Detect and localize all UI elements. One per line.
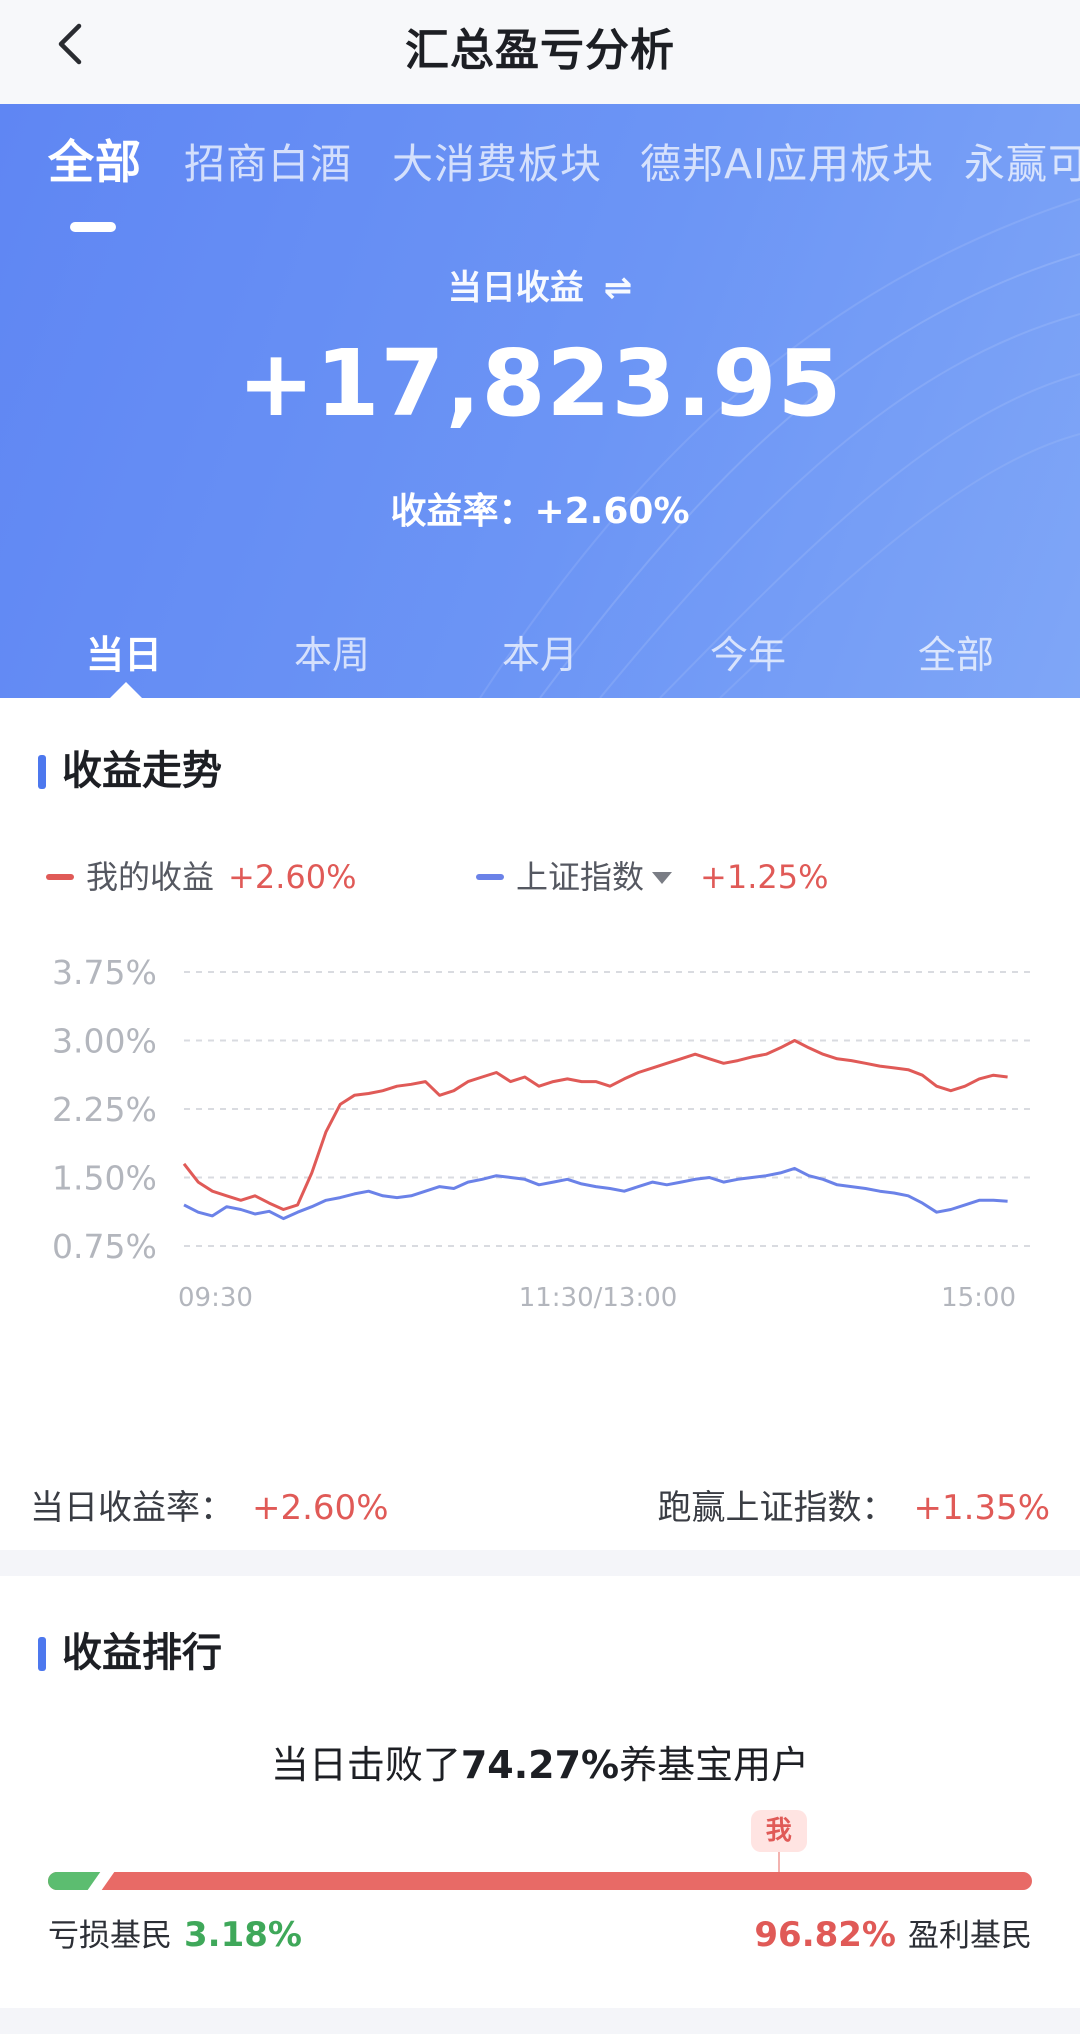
period-tab-year[interactable]: 今年: [709, 633, 786, 677]
wave-decoration: [479, 198, 1080, 698]
y-tick-label: 3.75%: [52, 953, 157, 992]
trend-title-text: 收益走势: [62, 748, 222, 794]
legend-my-income-value: +2.60%: [228, 858, 357, 896]
page-title: 汇总盈亏分析: [405, 25, 675, 76]
ranking-card: 收益排行 当日击败了74.27%养基宝用户 我 亏损基民 3.18% 96.82%…: [0, 1576, 1080, 2008]
daily-income-label: 当日收益: [447, 268, 584, 308]
title-bar: 汇总盈亏分析: [0, 0, 1080, 104]
beat-percent: 74.27%: [460, 1743, 620, 1787]
loss-segment: [48, 1872, 100, 1890]
chevron-left-icon: [58, 23, 82, 65]
trend-card: 收益走势 我的收益 +2.60% 上证指数 +1.25% 3.75% 3.00% 2.2…: [0, 698, 1080, 1550]
loss-legend: 亏损基民 3.18%: [48, 1910, 302, 1955]
period-tab-caret: [110, 682, 142, 698]
ranking-section-title: 收益排行: [38, 1620, 222, 1678]
rank-distribution-bar: [48, 1872, 1032, 1890]
fund-tab-consumer[interactable]: 大消费板块: [392, 140, 602, 188]
period-tab-day[interactable]: 当日: [85, 633, 162, 677]
beat-index-label: 跑赢上证指数：: [657, 1488, 896, 1528]
summary-hero: 全部 招商白酒 大消费板块 德邦AI应用板块 永赢可 当日收益 ⇌ +17,823…: [0, 104, 1080, 698]
legend-index[interactable]: 上证指数 +1.25%: [476, 852, 828, 898]
profit-label: 盈利基民: [908, 1918, 1032, 1954]
beat-index-value: +1.35%: [913, 1488, 1051, 1528]
series-line-index: [183, 1166, 1008, 1221]
period-tab-bar: 当日 本周 本月 今年 全部: [0, 624, 1080, 698]
period-tab-month[interactable]: 本月: [501, 633, 578, 677]
me-marker-line: [777, 1852, 780, 1876]
section-accent-bar: [38, 755, 46, 789]
day-rate-label: 当日收益率：: [30, 1488, 234, 1528]
fund-tab-yongying[interactable]: 永赢可: [964, 140, 1080, 188]
trend-section-title: 收益走势: [38, 738, 222, 796]
day-rate-value: +2.60%: [252, 1488, 389, 1528]
x-tick-label: 15:00: [941, 1283, 1016, 1313]
fund-tab-baijiu[interactable]: 招商白酒: [184, 140, 352, 188]
fund-tab-bar: 全部 招商白酒 大消费板块 德邦AI应用板块 永赢可: [0, 130, 1080, 232]
fund-tab-ai[interactable]: 德邦AI应用板块: [640, 140, 935, 188]
legend-my-income[interactable]: 我的收益 +2.60%: [46, 852, 356, 898]
trend-chart[interactable]: 3.75% 3.00% 2.25% 1.50% 0.75% 09:30 11:30/13:0…: [0, 924, 1080, 1344]
x-tick-label: 09:30: [178, 1283, 253, 1313]
legend-index-value: +1.25%: [700, 858, 829, 896]
profit-legend: 96.82% 盈利基民: [754, 1910, 1032, 1955]
y-tick-label: 2.25%: [52, 1090, 157, 1129]
profit-value: 96.82%: [754, 1915, 896, 1955]
loss-value: 3.18%: [184, 1915, 302, 1955]
loss-label: 亏损基民: [48, 1918, 172, 1954]
rate-value: +2.60%: [534, 491, 690, 532]
x-tick-label: 11:30/13:00: [519, 1283, 678, 1313]
period-tab-all[interactable]: 全部: [917, 633, 994, 677]
legend-swatch-blue: [476, 874, 504, 880]
y-tick-label: 0.75%: [52, 1227, 157, 1266]
beat-users-text: 当日击败了74.27%养基宝用户: [0, 1734, 1080, 1789]
back-button[interactable]: [40, 14, 100, 74]
income-label-row[interactable]: 当日收益 ⇌: [0, 260, 1080, 309]
me-marker-badge: 我: [750, 1810, 807, 1852]
legend-swatch-red: [46, 874, 74, 880]
tab-indicator: [70, 222, 116, 232]
swap-icon[interactable]: ⇌: [603, 268, 633, 308]
ranking-title-text: 收益排行: [62, 1630, 222, 1676]
legend-index-name: 上证指数: [516, 858, 645, 896]
beat-suffix: 养基宝用户: [619, 1743, 810, 1787]
y-tick-label: 3.00%: [52, 1022, 157, 1061]
series-line-my-income: [182, 1039, 1008, 1211]
beat-index-summary: 跑赢上证指数： +1.35%: [658, 1480, 1051, 1529]
day-rate-summary: 当日收益率： +2.60%: [30, 1480, 389, 1529]
fund-tab-all[interactable]: 全部: [48, 135, 142, 189]
rate-label: 收益率：: [390, 491, 535, 532]
daily-income-value: +17,823.95: [237, 330, 843, 437]
beat-prefix: 当日击败了: [270, 1743, 461, 1787]
period-tab-week[interactable]: 本周: [293, 633, 370, 677]
y-tick-label: 1.50%: [52, 1159, 157, 1198]
rate-row: 收益率：+2.60%: [0, 482, 1080, 534]
dropdown-triangle-icon[interactable]: [652, 872, 673, 884]
legend-my-income-name: 我的收益: [86, 858, 215, 896]
section-accent-bar: [38, 1637, 46, 1671]
